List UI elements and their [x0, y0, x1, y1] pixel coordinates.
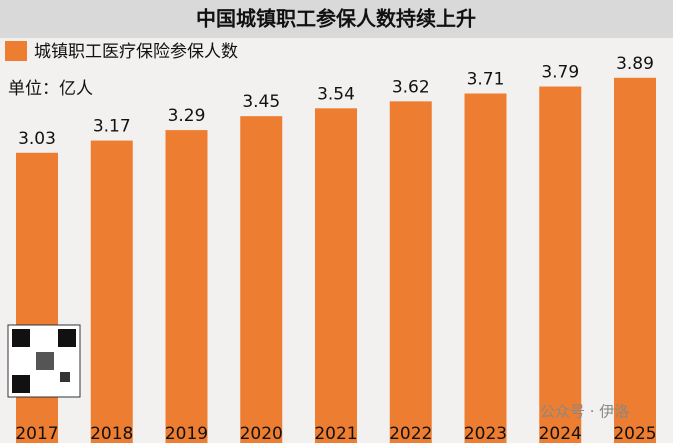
- bar: [614, 77, 656, 443]
- title-band: [0, 0, 673, 38]
- value-label: 3.29: [168, 106, 206, 126]
- value-label: 3.71: [467, 69, 505, 89]
- x-tick-label: 2017: [15, 424, 58, 443]
- x-tick-label: 2025: [613, 424, 656, 443]
- value-label: 3.03: [18, 129, 56, 149]
- value-label: 3.54: [317, 84, 355, 104]
- value-label: 3.79: [541, 63, 579, 83]
- unit-label: 单位：亿人: [8, 79, 93, 99]
- watermark: 公众号 · 伊洛: [540, 403, 629, 421]
- x-tick-label: 2019: [165, 424, 208, 443]
- bar: [240, 116, 283, 443]
- value-label: 3.45: [242, 92, 280, 112]
- bar: [165, 130, 208, 443]
- legend-label: 城镇职工医疗保险参保人数: [34, 42, 238, 62]
- bar: [90, 140, 133, 443]
- value-label: 3.17: [93, 117, 131, 137]
- bars: 3.03 2017 3.17 2018 3.29 2019 3.45 2020 3.54 2021…: [15, 54, 657, 443]
- bar: [16, 152, 58, 443]
- x-tick-label: 2020: [240, 424, 283, 443]
- value-label: 3.89: [616, 54, 654, 74]
- bar: [389, 101, 432, 443]
- chart-title: 中国城镇职工参保人数持续上升: [196, 7, 476, 31]
- bar: [464, 93, 507, 443]
- x-tick-label: 2021: [314, 424, 357, 443]
- legend-swatch: [5, 41, 27, 61]
- bar: [539, 86, 582, 443]
- qr-code: [7, 324, 81, 398]
- x-tick-label: 2022: [389, 424, 432, 443]
- x-tick-label: 2024: [539, 424, 582, 443]
- value-label: 3.62: [392, 77, 430, 97]
- x-tick-label: 2023: [464, 424, 507, 443]
- bar: [315, 108, 357, 443]
- x-tick-label: 2018: [90, 424, 133, 443]
